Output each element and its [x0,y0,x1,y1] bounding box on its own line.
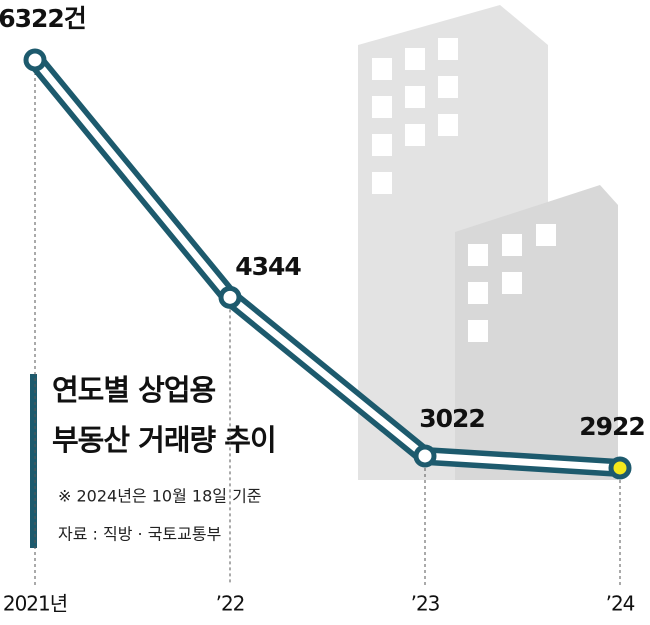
value-label: 6322건 [0,4,86,33]
value-label: 3022 [419,404,485,433]
title-bar [30,374,37,548]
x-tick-label: ’24 [606,592,635,616]
value-label: 4344 [235,252,301,281]
x-tick-label: ’23 [411,592,440,616]
chart-title: 부동산 거래량 추이 [52,423,276,457]
note: ※ 2024년은 10월 18일 기준 [58,487,262,506]
buildings-illustration [358,5,618,480]
point [218,285,242,309]
x-tick-label: 2021년 [3,592,67,616]
source: 자료 : 직방 · 국토교통부 [58,525,221,544]
line-inner [32,57,621,472]
point [608,456,632,480]
value-label: 2922 [579,412,645,441]
x-tick-label: ’22 [216,592,245,616]
point [413,444,437,468]
chart-title: 연도별 상업용 [52,373,215,407]
point [23,48,47,72]
